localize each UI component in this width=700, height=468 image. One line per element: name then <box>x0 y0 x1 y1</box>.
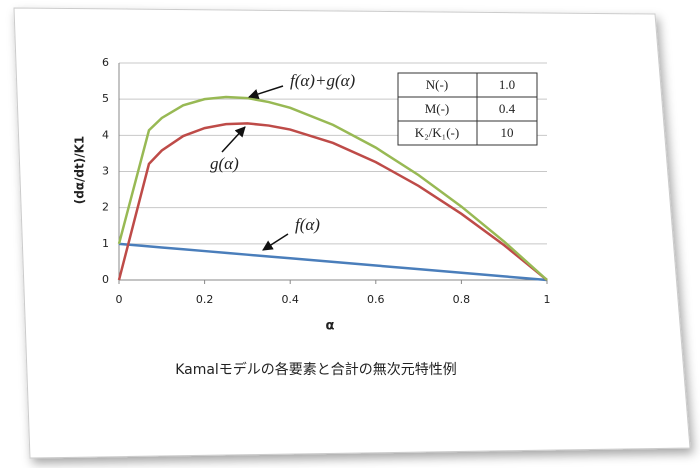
table-cell: 10 <box>501 125 514 140</box>
y-tick-label: 4 <box>102 128 109 141</box>
x-tick-label: 0.6 <box>367 293 385 306</box>
table-border <box>397 72 538 146</box>
annotation: g(α) <box>210 154 239 173</box>
table-cell: 1.0 <box>499 77 515 92</box>
series-line <box>118 242 548 282</box>
x-tick-label: 0.8 <box>453 293 471 306</box>
x-tick-label: 0.4 <box>281 293 299 306</box>
param-table: N(-) 1.0 M(-) 0.4 K₂/K₁(-) 10 <box>397 72 538 146</box>
x-tick-label: 1 <box>544 293 551 306</box>
y-tick-label: 2 <box>102 201 109 214</box>
annotation: f(α) <box>295 215 320 234</box>
y-tick-label: 6 <box>102 56 109 69</box>
table-cell: N(-) <box>426 77 448 92</box>
arrow <box>248 85 284 100</box>
annotation: f(α)+g(α) <box>290 71 356 90</box>
arrow <box>221 126 246 153</box>
y-tick-label: 3 <box>102 165 109 178</box>
x-tick-label: 0 <box>116 293 123 306</box>
caption: Kamalモデルの各要素と合計の無次元特性例 <box>175 361 457 378</box>
arrow <box>262 233 289 251</box>
y-tick-label: 5 <box>102 92 109 105</box>
y-tick-label: 0 <box>102 273 109 286</box>
table-cell: K₂/K₁(-) <box>415 125 459 140</box>
table-cell: 0.4 <box>499 101 516 116</box>
table-cell: M(-) <box>425 101 450 116</box>
series-line <box>117 122 548 281</box>
x-tick-label: 0.2 <box>196 293 214 306</box>
plot: 0 1 2 3 4 5 6 0 0.2 0.4 0.6 0.8 1 <box>102 56 551 306</box>
x-axis-label: α <box>326 319 335 334</box>
series-line <box>117 95 548 281</box>
y-axis-label: (dα/dt)/K1 <box>73 136 87 205</box>
y-tick-label: 1 <box>102 237 109 250</box>
